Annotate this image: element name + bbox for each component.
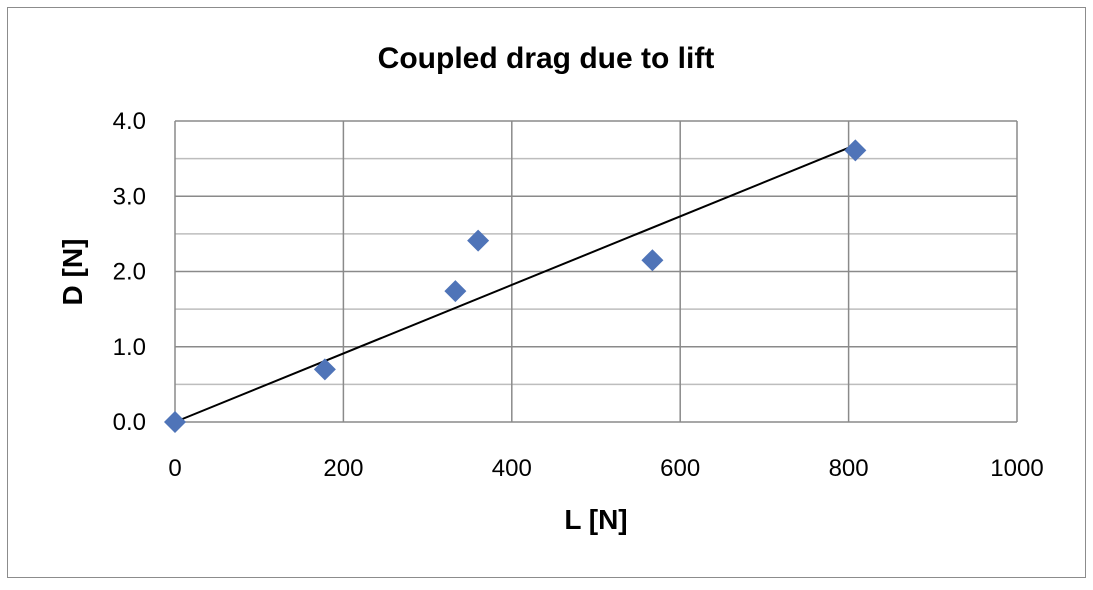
data-points bbox=[164, 139, 867, 433]
y-tick-label: 3.0 bbox=[113, 183, 146, 210]
x-tick-label: 800 bbox=[829, 455, 869, 482]
grid bbox=[174, 120, 1018, 423]
x-tick-label: 200 bbox=[323, 455, 363, 482]
data-point bbox=[444, 280, 467, 303]
data-point bbox=[844, 139, 867, 162]
chart-frame bbox=[7, 7, 1086, 578]
x-axis-title: L [N] bbox=[564, 504, 627, 535]
trendline bbox=[174, 144, 856, 423]
x-tick-label: 400 bbox=[492, 455, 532, 482]
data-point bbox=[467, 229, 490, 252]
chart-title: Coupled drag due to lift bbox=[378, 42, 715, 75]
data-point bbox=[313, 358, 336, 381]
y-tick-label: 2.0 bbox=[113, 259, 146, 286]
y-tick-label: 0.0 bbox=[113, 409, 146, 436]
x-tick-label: 1000 bbox=[990, 455, 1043, 482]
x-tick-label: 600 bbox=[660, 455, 700, 482]
y-tick-label: 4.0 bbox=[113, 108, 146, 135]
y-axis-title: D [N] bbox=[57, 239, 88, 306]
trendline-group bbox=[174, 144, 856, 423]
tick-labels: 0 200 400 600 800 1000 0.0 1.0 2.0 3.0 4.0 bbox=[113, 108, 1044, 482]
data-point bbox=[164, 411, 186, 433]
data-point bbox=[641, 249, 664, 272]
y-tick-label: 1.0 bbox=[113, 334, 146, 361]
x-tick-label: 0 bbox=[168, 455, 181, 482]
